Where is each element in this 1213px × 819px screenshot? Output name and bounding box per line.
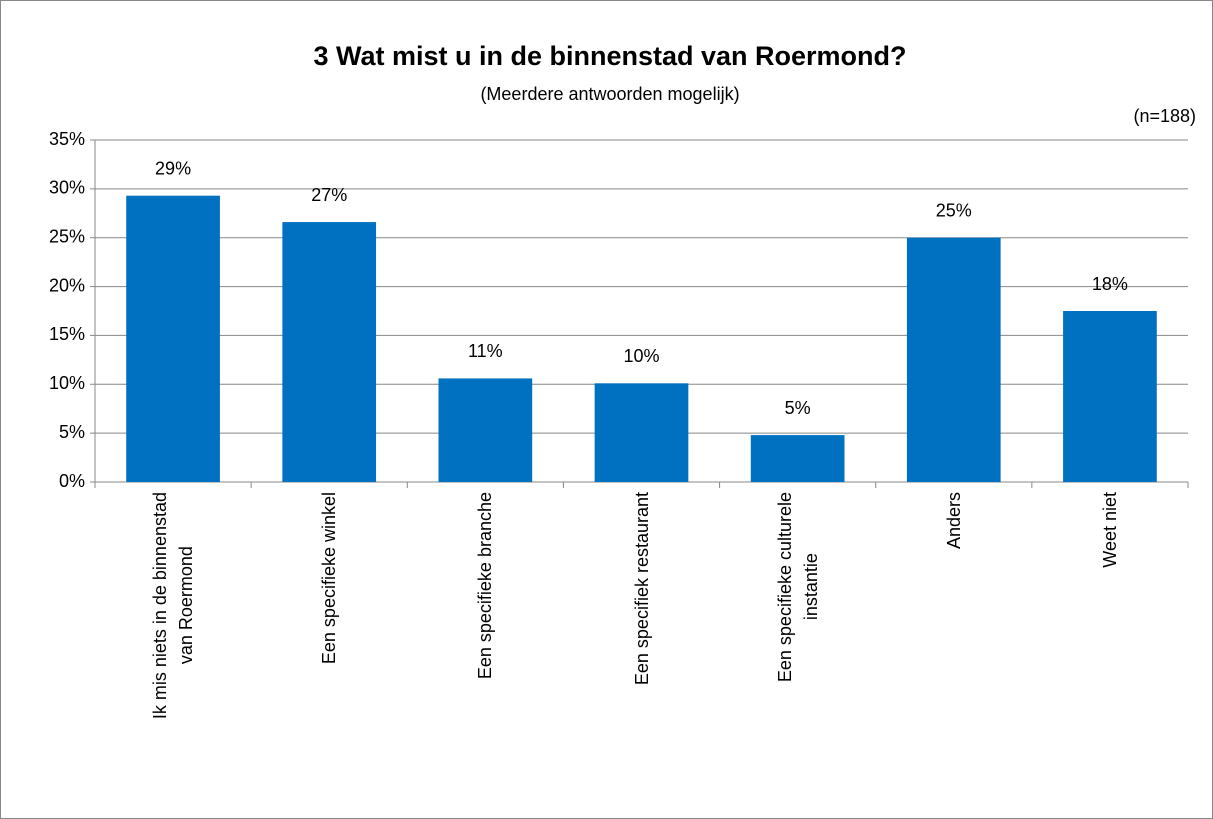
x-tick-label: Weet niet	[1099, 492, 1120, 568]
data-label: 11%	[468, 341, 503, 361]
data-label: 18%	[1092, 274, 1128, 294]
y-tick-label: 15%	[49, 324, 85, 344]
bar	[1063, 311, 1157, 482]
chart-subtitle: (Meerdere antwoorden mogelijk)	[480, 84, 739, 104]
data-label: 5%	[785, 398, 811, 418]
x-tick-label: Ik mis niets in de binnenstad van Roermo…	[150, 492, 197, 720]
y-tick-label: 10%	[49, 373, 85, 393]
bar	[126, 195, 220, 482]
x-tick-label: Anders	[943, 492, 964, 550]
x-tick-label: Een specifieke winkel	[319, 492, 340, 665]
bar	[750, 435, 845, 482]
y-tick-label: 35%	[49, 129, 85, 149]
bar	[594, 383, 689, 482]
x-tick-label: Een specifieke branche	[475, 492, 496, 680]
bar	[282, 222, 377, 482]
chart-title: 3 Wat mist u in de binnenstad van Roermo…	[313, 41, 906, 71]
x-tick-label: Een specifiek restaurant	[631, 492, 652, 686]
x-tick-label: Een specifieke culturele instantie	[774, 492, 821, 683]
y-tick-label: 5%	[59, 422, 85, 442]
y-tick-label: 30%	[49, 178, 85, 198]
y-tick-label: 0%	[59, 471, 85, 491]
y-tick-label: 25%	[49, 226, 85, 246]
data-label: 25%	[936, 200, 972, 220]
y-tick-label: 20%	[49, 275, 85, 295]
data-label: 27%	[311, 185, 347, 205]
data-label: 29%	[155, 158, 191, 178]
data-label: 10%	[623, 346, 659, 366]
bar	[906, 237, 1001, 482]
bar	[438, 378, 533, 482]
annotation: (n=188)	[1133, 106, 1196, 126]
